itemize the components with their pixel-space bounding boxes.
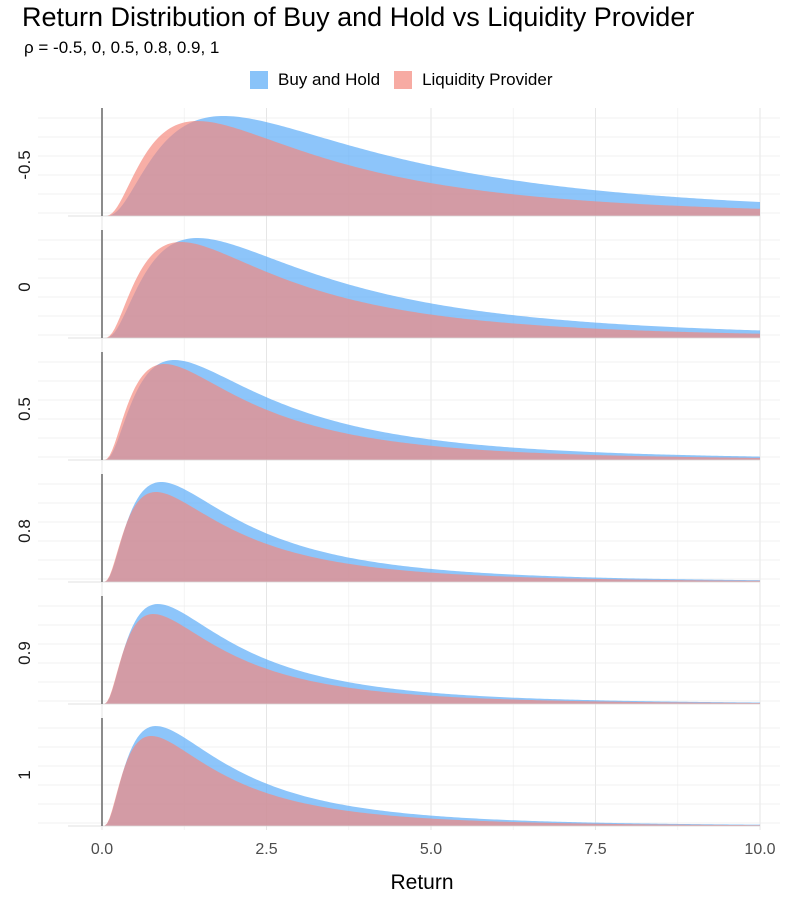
- density-liquidity-provider-rho-0.8: [102, 492, 760, 582]
- density-liquidity-provider-rho-0.9: [102, 614, 760, 704]
- panel-label: 1: [15, 770, 34, 779]
- chart-subtitle: ρ = -0.5, 0, 0.5, 0.8, 0.9, 1: [24, 38, 220, 57]
- panel-label: 0.5: [15, 397, 34, 421]
- panel-label: -0.5: [15, 150, 34, 179]
- panel-label: 0: [15, 282, 34, 291]
- legend-label-liquidity-provider: Liquidity Provider: [422, 70, 553, 89]
- density-liquidity-provider-rho-1: [102, 736, 760, 826]
- panel-label: 0.9: [15, 641, 34, 665]
- chart-title: Return Distribution of Buy and Hold vs L…: [22, 2, 695, 32]
- legend-label-buy-and-hold: Buy and Hold: [278, 70, 381, 89]
- x-tick-label: 5.0: [420, 841, 442, 858]
- density-liquidity-provider-rho-0: [102, 242, 760, 338]
- legend-swatch-liquidity-provider: [394, 71, 413, 89]
- panel-label: 0.8: [15, 519, 34, 543]
- x-tick-label: 7.5: [584, 841, 606, 858]
- legend-item-liquidity-provider: Liquidity Provider: [394, 70, 552, 90]
- density-liquidity-provider-rho--0.5: [102, 121, 760, 216]
- x-tick-label: 2.5: [255, 841, 277, 858]
- x-tick-label: 0.0: [91, 841, 113, 858]
- legend-swatch-buy-and-hold: [250, 71, 268, 89]
- legend-item-buy-and-hold: Buy and Hold: [250, 70, 380, 90]
- chart-legend: Buy and Hold Liquidity Provider: [250, 70, 566, 90]
- x-axis-title: Return: [390, 871, 453, 894]
- density-liquidity-provider-rho-0.5: [102, 364, 760, 460]
- x-tick-label: 10.0: [744, 841, 775, 858]
